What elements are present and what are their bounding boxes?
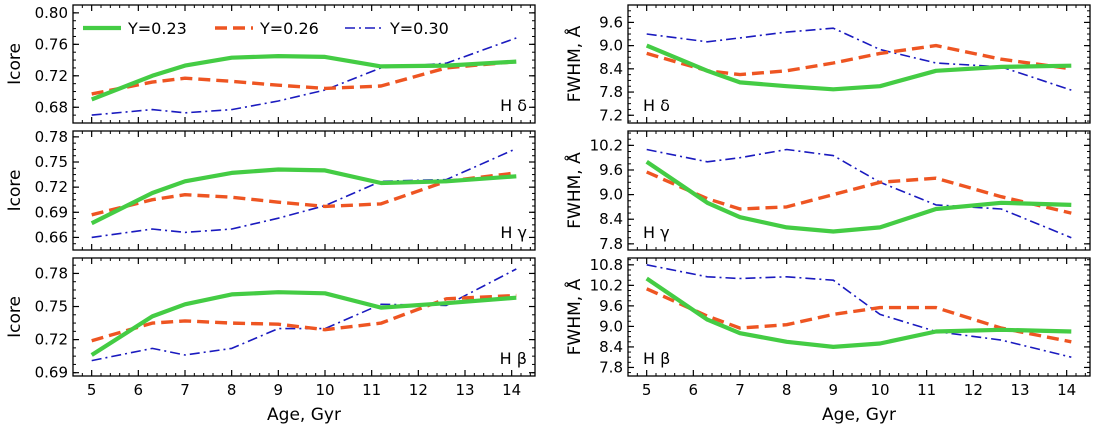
x-tick-label: 10 bbox=[315, 381, 334, 399]
y-tick-label: 9.0 bbox=[599, 37, 623, 55]
x-tick-label: 12 bbox=[409, 381, 428, 399]
series-line-y-0-26 bbox=[91, 171, 517, 217]
x-tick-label: 10 bbox=[870, 381, 889, 399]
panel-right-1: 7.8 8.4 9.0 9.6 10.2 FWHM, Å H γ bbox=[563, 130, 1091, 253]
x-tick-label: 5 bbox=[87, 381, 97, 399]
legend-entry-y-0-23: Y=0.23 bbox=[83, 19, 187, 38]
x-tick-label: 7 bbox=[180, 381, 190, 399]
series-line-y-0-26 bbox=[646, 43, 1072, 77]
y-tick-label: 0.72 bbox=[35, 178, 68, 196]
axes-frame bbox=[72, 130, 536, 251]
series-line-y-0-23 bbox=[90, 53, 517, 102]
y-tick-label: 7.8 bbox=[599, 358, 623, 376]
panel-right-2: 5 6 7 8 9 10 11 12 13 14 7.8 8.4 9.0 9.6 10.2 10.8 FWHM,… bbox=[563, 256, 1091, 425]
y-tick-label: 10.2 bbox=[590, 276, 623, 294]
series-line-y-0-26 bbox=[91, 293, 517, 343]
x-axis-label: Age, Gyr bbox=[267, 405, 341, 425]
series-line-y-0-26 bbox=[646, 287, 1072, 344]
legend-label: Y=0.26 bbox=[259, 19, 319, 38]
panel-label: H δ bbox=[643, 96, 670, 115]
y-tick-label: 7.2 bbox=[599, 106, 623, 124]
x-tick-label: 5 bbox=[642, 381, 652, 399]
y-tick-label: 0.68 bbox=[35, 98, 68, 116]
y-tick-label: 8.4 bbox=[599, 210, 623, 228]
panel-left-1: 0.66 0.69 0.72 0.75 0.78 Icore H γ bbox=[5, 128, 536, 251]
legend-entry-y-0-30: Y=0.30 bbox=[345, 19, 449, 38]
y-tick-label: 9.0 bbox=[599, 317, 623, 335]
x-tick-label: 13 bbox=[455, 381, 474, 399]
x-tick-label: 9 bbox=[829, 381, 839, 399]
y-tick-label: 10.2 bbox=[590, 136, 623, 154]
y-tick-label: 10.8 bbox=[590, 256, 623, 274]
panel-label: H γ bbox=[500, 223, 527, 242]
series-line-y-0-26 bbox=[646, 170, 1072, 215]
series-line-y-0-30 bbox=[646, 27, 1072, 91]
x-tick-label: 8 bbox=[782, 381, 792, 399]
y-tick-label: 9.6 bbox=[599, 13, 623, 31]
y-axis-label: Icore bbox=[5, 170, 25, 212]
x-tick-label: 14 bbox=[502, 381, 521, 399]
axes-frame bbox=[72, 4, 536, 124]
y-tick-label: 7.8 bbox=[599, 83, 623, 101]
x-tick-label: 7 bbox=[735, 381, 745, 399]
legend-label: Y=0.30 bbox=[389, 19, 449, 38]
panel-label: H γ bbox=[643, 223, 670, 242]
series-line-y-0-23 bbox=[645, 160, 1072, 234]
y-tick-label: 0.80 bbox=[35, 4, 68, 22]
y-tick-label: 0.76 bbox=[35, 35, 68, 53]
y-tick-label: 9.0 bbox=[599, 186, 623, 204]
series-line-y-0-23 bbox=[645, 276, 1072, 349]
y-axis-label: Icore bbox=[5, 43, 25, 85]
legend-entry-y-0-26: Y=0.26 bbox=[215, 19, 319, 38]
series-line-y-0-30 bbox=[646, 264, 1072, 358]
y-tick-label: 7.8 bbox=[599, 235, 623, 253]
series-line-y-0-26 bbox=[91, 59, 517, 96]
x-tick-label: 8 bbox=[227, 381, 237, 399]
panel-label: H β bbox=[643, 349, 670, 368]
series-line-y-0-23 bbox=[645, 43, 1072, 92]
x-axis-label: Age, Gyr bbox=[822, 405, 896, 425]
series-line-y-0-30 bbox=[646, 148, 1072, 239]
series-line-y-0-23 bbox=[90, 290, 517, 357]
y-tick-label: 0.72 bbox=[35, 67, 68, 85]
legend-label: Y=0.23 bbox=[127, 19, 187, 38]
x-tick-label: 9 bbox=[274, 381, 284, 399]
panel-left-2: 5 6 7 8 9 10 11 12 13 14 0.69 0.72 0.75 0.78 Icore Age,… bbox=[5, 257, 536, 425]
y-tick-label: 0.75 bbox=[35, 298, 68, 316]
axes-frame bbox=[627, 4, 1091, 124]
y-axis-label: Icore bbox=[5, 296, 25, 338]
y-axis-label: FWHM, Å bbox=[563, 152, 585, 229]
y-tick-label: 0.69 bbox=[35, 364, 68, 382]
y-tick-label: 9.6 bbox=[599, 161, 623, 179]
y-tick-label: 8.4 bbox=[599, 60, 623, 78]
y-axis-label: FWHM, Å bbox=[563, 278, 585, 355]
x-tick-label: 13 bbox=[1010, 381, 1029, 399]
panel-left-0: 0.68 0.72 0.76 0.80 Icore H δ bbox=[5, 4, 536, 124]
y-tick-label: 0.78 bbox=[35, 128, 68, 146]
panel-label: H δ bbox=[500, 96, 527, 115]
panel-label: H β bbox=[500, 349, 527, 368]
axes-frame bbox=[627, 130, 1091, 251]
x-tick-label: 11 bbox=[362, 381, 381, 399]
y-tick-label: 9.6 bbox=[599, 297, 623, 315]
panel-right-0: 7.2 7.8 8.4 9.0 9.6 FWHM, Å H δ bbox=[563, 4, 1091, 124]
legend: Y=0.23 Y=0.26 Y=0.30 bbox=[83, 19, 449, 38]
x-tick-label: 12 bbox=[964, 381, 983, 399]
series-line-y-0-30 bbox=[91, 37, 517, 116]
x-tick-label: 6 bbox=[134, 381, 144, 399]
y-tick-label: 0.66 bbox=[35, 228, 68, 246]
x-tick-label: 11 bbox=[917, 381, 936, 399]
y-tick-label: 0.75 bbox=[35, 153, 68, 171]
axes-frame bbox=[627, 257, 1091, 377]
x-tick-label: 14 bbox=[1057, 381, 1076, 399]
x-tick-label: 6 bbox=[689, 381, 699, 399]
y-tick-label: 0.78 bbox=[35, 264, 68, 282]
axes-frame bbox=[72, 257, 536, 377]
y-tick-label: 0.72 bbox=[35, 331, 68, 349]
y-axis-label: FWHM, Å bbox=[563, 25, 585, 102]
y-tick-label: 0.69 bbox=[35, 203, 68, 221]
y-tick-label: 8.4 bbox=[599, 338, 623, 356]
series-line-y-0-23 bbox=[90, 167, 517, 226]
